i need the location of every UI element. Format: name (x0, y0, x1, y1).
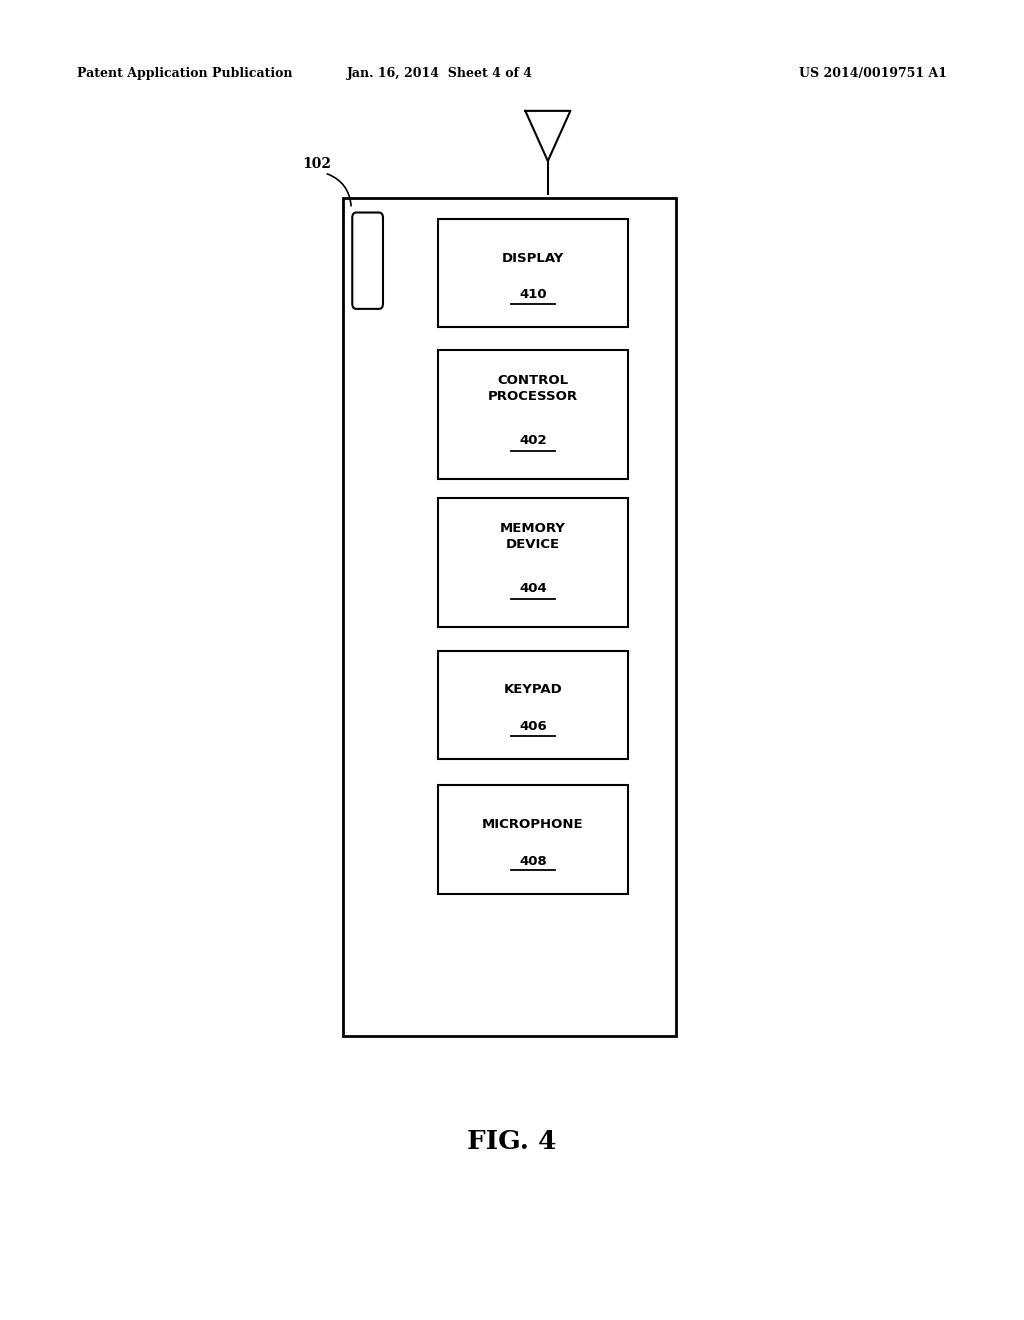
Text: MEMORY
DEVICE: MEMORY DEVICE (500, 521, 566, 550)
Text: CONTROL
PROCESSOR: CONTROL PROCESSOR (487, 374, 579, 403)
Bar (438, 651, 628, 759)
Text: FIG. 4: FIG. 4 (467, 1130, 557, 1154)
Bar (438, 498, 628, 627)
Text: MICROPHONE: MICROPHONE (482, 818, 584, 830)
Text: Patent Application Publication: Patent Application Publication (77, 67, 292, 81)
Bar (438, 219, 628, 327)
Text: 402: 402 (519, 434, 547, 447)
Text: US 2014/0019751 A1: US 2014/0019751 A1 (799, 67, 947, 81)
FancyBboxPatch shape (352, 213, 383, 309)
Text: 410: 410 (519, 288, 547, 301)
Bar (343, 198, 676, 1036)
Text: DISPLAY: DISPLAY (502, 252, 564, 264)
Text: 102: 102 (302, 157, 331, 170)
Bar (438, 350, 628, 479)
Bar (438, 785, 628, 894)
Text: 404: 404 (519, 582, 547, 595)
Text: 406: 406 (519, 719, 547, 733)
Text: Jan. 16, 2014  Sheet 4 of 4: Jan. 16, 2014 Sheet 4 of 4 (347, 67, 534, 81)
Text: KEYPAD: KEYPAD (504, 684, 562, 696)
Text: 408: 408 (519, 854, 547, 867)
